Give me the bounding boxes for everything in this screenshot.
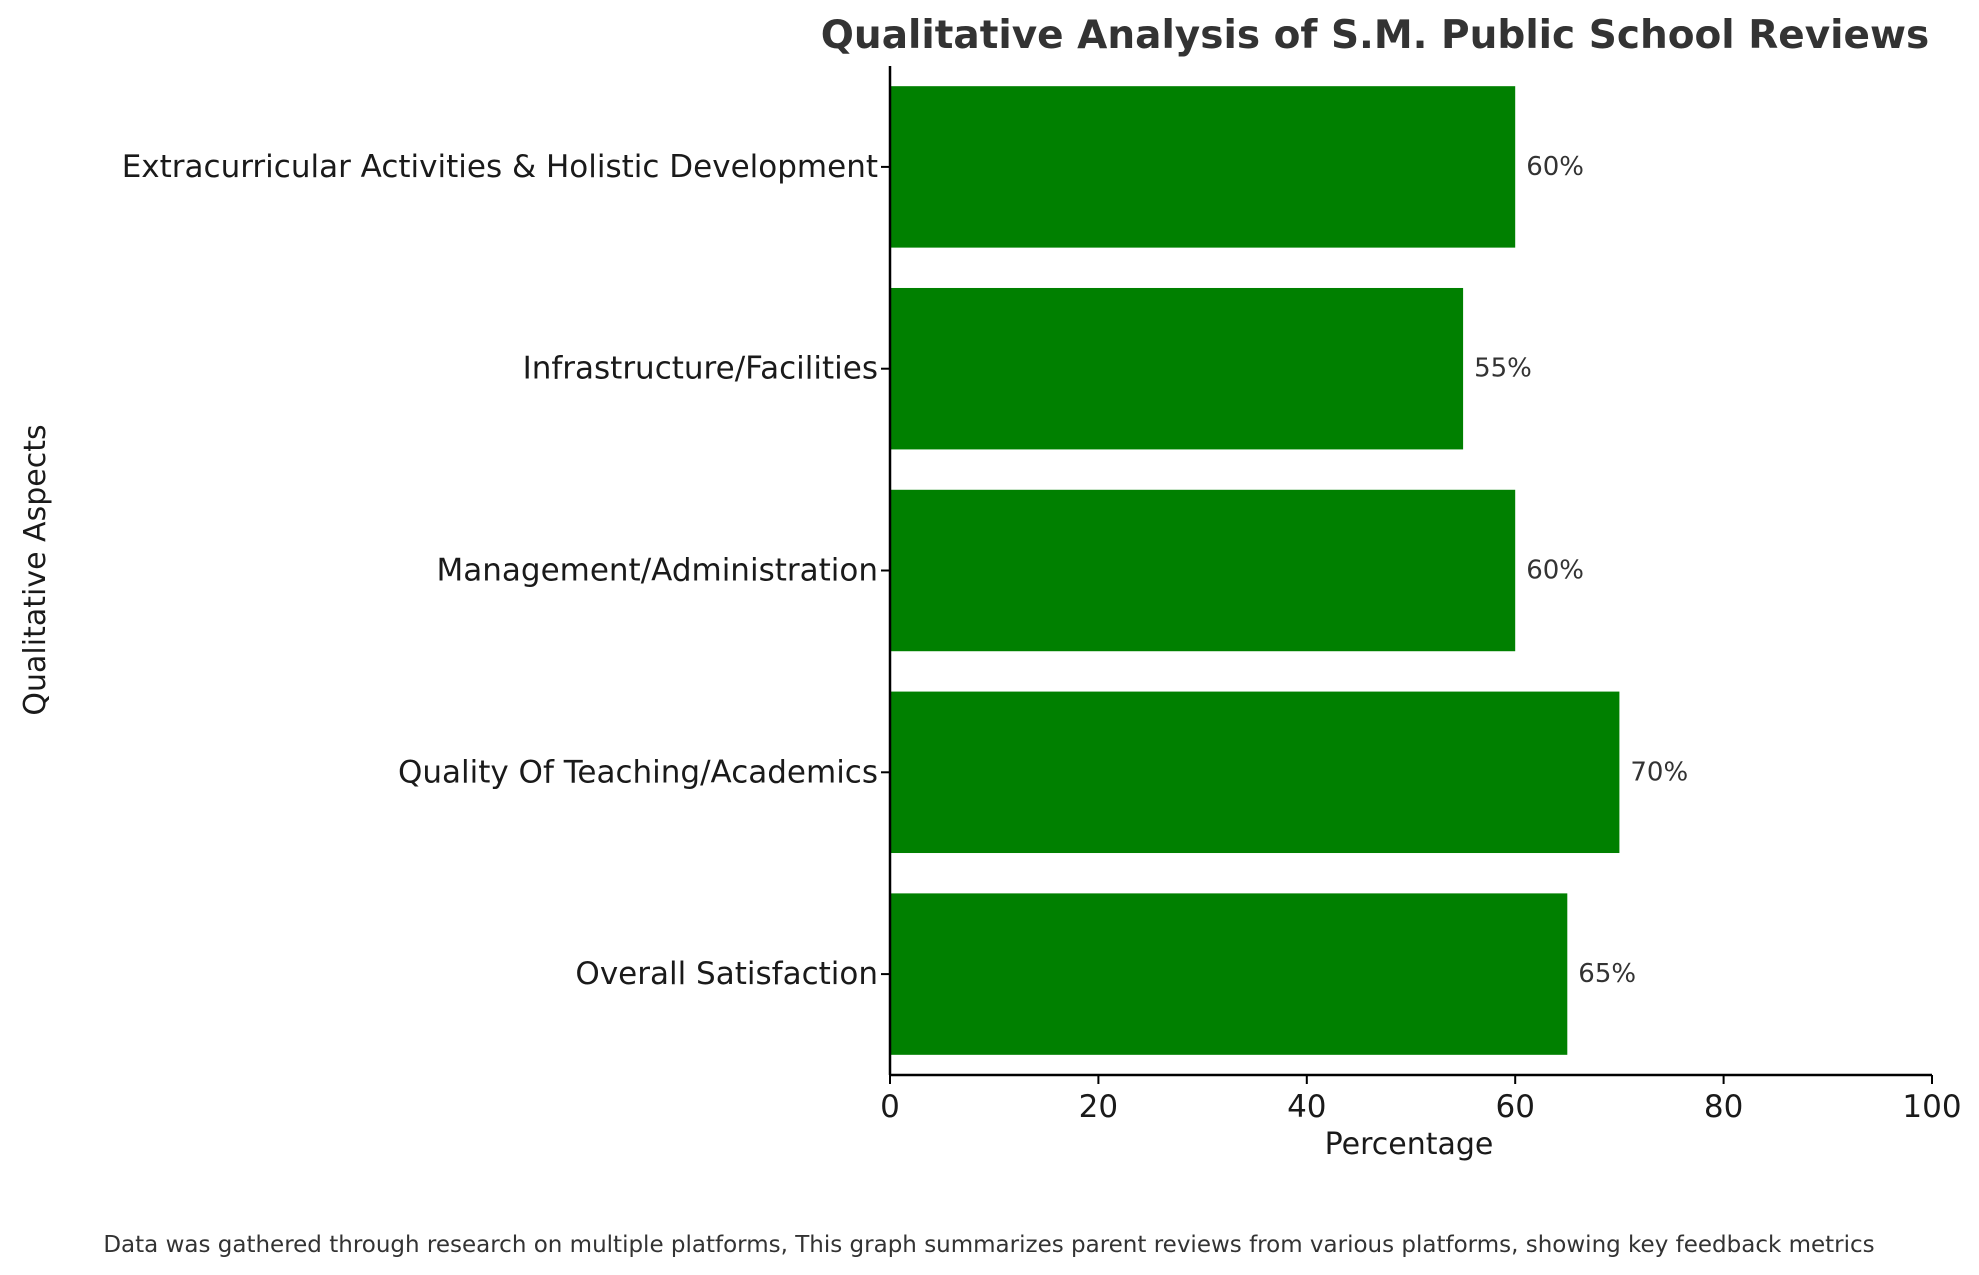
x-axis-label: Percentage [1325,1127,1494,1162]
bar-value-label-1: 70% [1630,757,1688,787]
value-labels-group: 65% 70% 60% 55% 60% [1474,152,1688,989]
bar-4 [890,86,1516,248]
x-tick-label-1: 20 [1079,1089,1118,1125]
y-tick-label-2: Management/Administration [437,553,879,589]
bar-value-label-0: 65% [1578,959,1636,989]
bar-0 [890,893,1568,1055]
x-tick-label-0: 0 [880,1089,900,1125]
y-axis-label: Qualitative Aspects [18,424,53,715]
x-tick-label-5: 100 [1902,1089,1961,1125]
bar-value-label-3: 55% [1474,354,1532,384]
y-axis-ticks-group: Overall Satisfaction Quality Of Teaching/… [122,149,890,992]
bar-value-label-4: 60% [1526,152,1584,182]
bar-1 [890,691,1620,854]
bar-3 [890,287,1464,450]
footnote: Data was gathered through research on mu… [103,1232,1874,1258]
y-tick-label-0: Overall Satisfaction [575,956,878,992]
y-tick-label-3: Infrastructure/Facilities [523,351,878,387]
y-tick-label-1: Quality Of Teaching/Academics [398,754,878,790]
bars-group [890,86,1620,1055]
y-tick-label-4: Extracurricular Activities & Holistic De… [122,149,878,185]
bar-2 [890,489,1516,652]
bar-value-label-2: 60% [1526,556,1584,586]
x-tick-label-4: 80 [1704,1089,1743,1125]
x-tick-label-3: 60 [1495,1089,1534,1125]
chart-title: Qualitative Analysis of S.M. Public Scho… [821,13,1929,58]
x-tick-label-2: 40 [1287,1089,1326,1125]
x-axis-ticks-group: 0 20 40 60 80 100 [880,1075,1962,1125]
